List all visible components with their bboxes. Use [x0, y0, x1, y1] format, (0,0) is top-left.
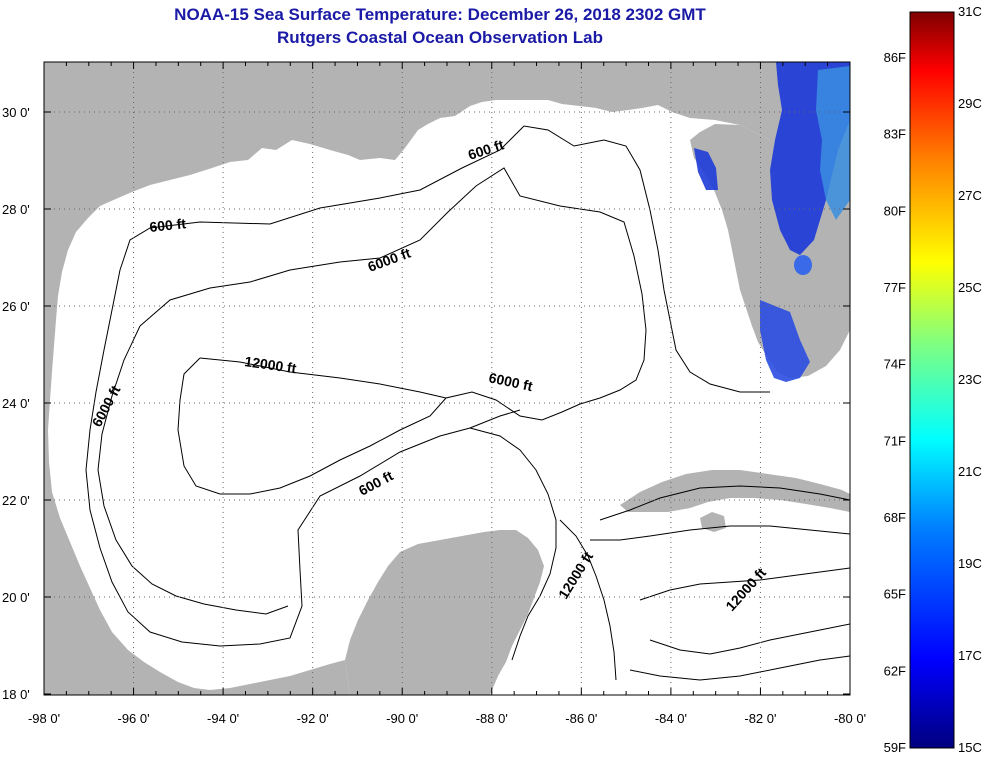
contour-600ft-west	[85, 269, 521, 647]
colorbar-celsius-label: 27C	[958, 188, 982, 203]
latitude-label: 26 0'	[2, 299, 30, 314]
colorbar-fahrenheit-label: 62F	[884, 663, 906, 678]
colorbar-fahrenheit-label: 77F	[884, 280, 906, 295]
colorbar-celsius-label: 21C	[958, 464, 982, 479]
longitude-label: -86 0'	[565, 711, 597, 726]
contour-600ft	[119, 125, 770, 393]
colorbar-celsius-label: 15C	[958, 740, 982, 755]
contour-6000ft	[139, 167, 647, 495]
colorbar-fahrenheit-label: 74F	[884, 357, 906, 372]
sst-lake-okeechobee	[794, 255, 812, 275]
contour-12000ft-caribbean	[639, 567, 850, 601]
contour-caribbean-deep	[590, 525, 850, 541]
contour-label: 12000 ft	[244, 353, 298, 376]
contour-600ft-yucatan	[469, 427, 557, 661]
longitude-label: -88 0'	[476, 711, 508, 726]
longitude-labels: -98 0' -96 0' -94 0' -92 0' -90 0' -88 0' -86 …	[28, 711, 866, 726]
axis-ticks	[43, 62, 851, 695]
colorbar-fahrenheit-label: 71F	[884, 433, 906, 448]
latitude-label: 18 0'	[2, 687, 30, 702]
contour-label: 600 ft	[149, 215, 187, 235]
sst-swath-west	[694, 148, 718, 190]
latitude-label: 28 0'	[2, 202, 30, 217]
contour-12000ft-channel	[559, 519, 617, 681]
colorbar-celsius-label: 23C	[958, 372, 982, 387]
longitude-label: -94 0'	[207, 711, 239, 726]
latitude-label: 22 0'	[2, 493, 30, 508]
sst-swath-east	[816, 66, 850, 220]
longitude-label: -82 0'	[744, 711, 776, 726]
colorbar-celsius-label: 29C	[958, 96, 982, 111]
colorbar-fahrenheit-labels: 86F 83F 80F 77F 74F 71F 68F 65F 62F 59F	[884, 50, 906, 755]
longitude-label: -90 0'	[386, 711, 418, 726]
land-cuba	[620, 470, 850, 512]
map-gridlines	[44, 62, 850, 695]
colorbar-celsius-label: 19C	[958, 556, 982, 571]
contour-caribbean-south2	[629, 655, 850, 681]
latitude-label: 20 0'	[2, 590, 30, 605]
longitude-label: -84 0'	[655, 711, 687, 726]
contour-caribbean-shelf	[599, 485, 850, 521]
land-north-america	[44, 62, 770, 695]
colorbar-celsius-label: 31C	[958, 4, 982, 19]
map-subtitle: Rutgers Coastal Ocean Observation Lab	[277, 28, 603, 47]
land-yucatan	[345, 530, 544, 695]
latitude-label: 30 0'	[2, 105, 30, 120]
longitude-label: -92 0'	[297, 711, 329, 726]
latitude-labels: 30 0' 28 0' 26 0' 24 0' 22 0' 20 0' 18 0'	[2, 105, 30, 702]
map-title: NOAA-15 Sea Surface Temperature: Decembe…	[174, 5, 706, 24]
colorbar	[909, 11, 955, 749]
colorbar-fahrenheit-label: 65F	[884, 587, 906, 602]
colorbar-celsius-label: 17C	[958, 648, 982, 663]
longitude-label: -98 0'	[28, 711, 60, 726]
longitude-label: -96 0'	[117, 711, 149, 726]
colorbar-fahrenheit-label: 80F	[884, 203, 906, 218]
sst-swath-south	[760, 300, 810, 382]
contour-caribbean-south	[649, 623, 850, 655]
colorbar-fahrenheit-label: 59F	[884, 740, 906, 755]
colorbar-celsius-label: 25C	[958, 280, 982, 295]
colorbar-fahrenheit-label: 83F	[884, 127, 906, 142]
contour-6000ft-west	[97, 325, 289, 615]
colorbar-fahrenheit-label: 86F	[884, 50, 906, 65]
latitude-label: 24 0'	[2, 396, 30, 411]
contour-12000ft-gulf	[199, 357, 447, 399]
longitude-label: -80 0'	[834, 711, 866, 726]
colorbar-celsius-labels: 31C 29C 27C 25C 23C 21C 19C 17C 15C	[958, 4, 982, 755]
colorbar-fahrenheit-label: 68F	[884, 510, 906, 525]
